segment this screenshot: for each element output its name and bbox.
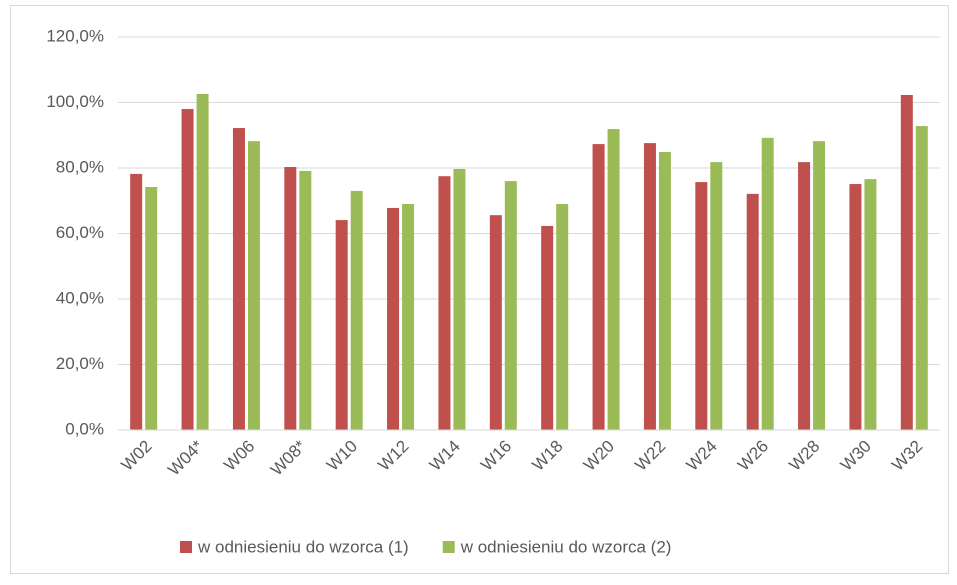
y-tick-label: 0,0% [65, 419, 104, 438]
bar [746, 193, 759, 430]
bar [556, 204, 569, 430]
bar [232, 128, 245, 431]
bar [335, 220, 348, 430]
bar [864, 179, 877, 430]
bar [915, 126, 928, 430]
bar [710, 162, 723, 431]
bar [489, 215, 502, 430]
bar [761, 137, 774, 430]
bar [592, 144, 605, 430]
bar [541, 225, 554, 430]
y-tick-label: 40,0% [56, 288, 104, 307]
bar [387, 207, 400, 430]
y-tick-label: 120,0% [46, 26, 104, 45]
bar [130, 173, 143, 430]
bar [350, 190, 363, 430]
y-tick-label: 20,0% [56, 354, 104, 373]
bar [284, 167, 297, 430]
bar [299, 170, 312, 430]
bar [658, 151, 671, 430]
y-tick-label: 100,0% [46, 92, 104, 111]
bar [402, 204, 415, 430]
y-tick-label: 60,0% [56, 223, 104, 242]
bar [798, 162, 811, 431]
legend-label: w odniesieniu do wzorca (1) [197, 537, 409, 556]
bar [247, 141, 260, 430]
bar [849, 184, 862, 430]
y-tick-label: 80,0% [56, 157, 104, 176]
bar [196, 93, 209, 431]
legend-label: w odniesieniu do wzorca (2) [460, 537, 672, 556]
bar [643, 143, 656, 431]
bar [145, 186, 158, 430]
bar [504, 181, 517, 430]
bar [607, 129, 620, 430]
bar [813, 141, 826, 430]
legend-swatch [180, 541, 192, 553]
bar [438, 176, 451, 430]
bar [181, 109, 194, 431]
chart-border [10, 5, 949, 574]
bar [695, 182, 708, 430]
bar [900, 94, 913, 430]
bar [453, 168, 466, 431]
legend-swatch [442, 541, 455, 553]
